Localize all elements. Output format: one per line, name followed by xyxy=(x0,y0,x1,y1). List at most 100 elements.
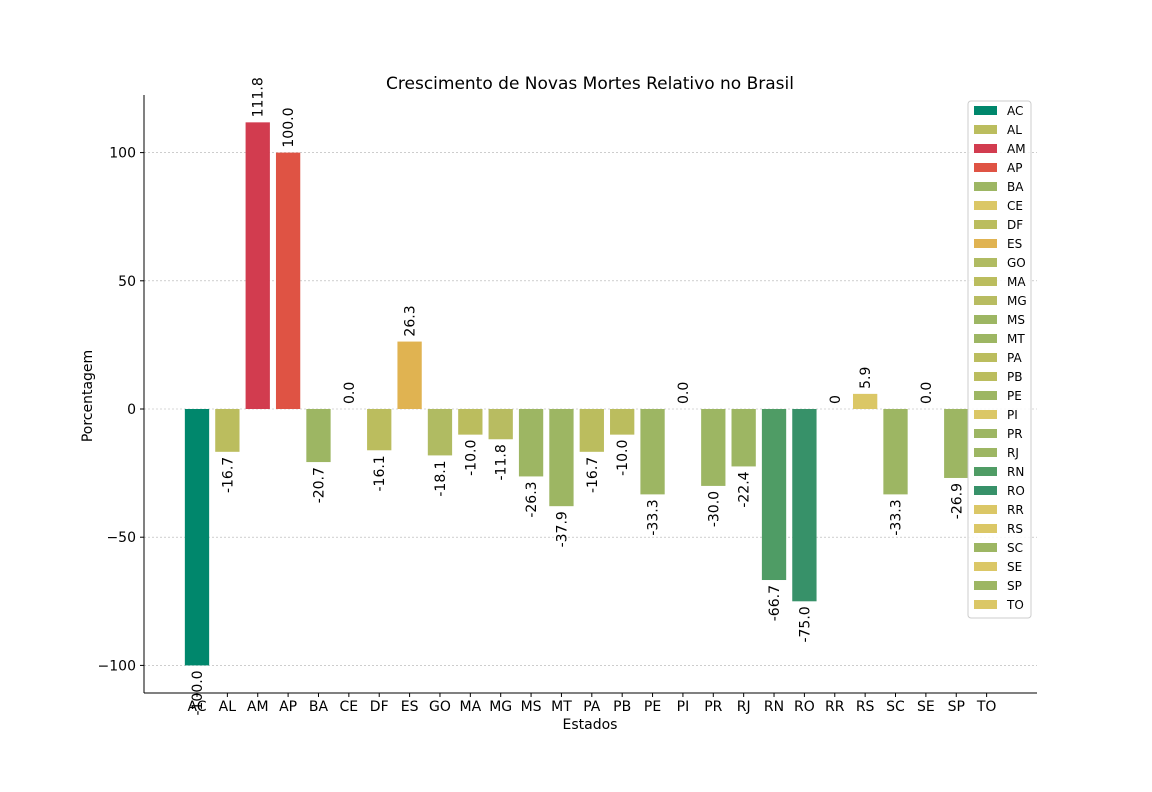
x-tick-label-df: DF xyxy=(370,699,389,715)
legend-swatch-ap xyxy=(974,163,997,172)
legend-swatch-es xyxy=(974,239,997,248)
x-tick-label-pa: PA xyxy=(583,699,601,715)
bar-pe xyxy=(640,409,665,495)
legend-swatch-am xyxy=(974,144,997,153)
chart-title: Crescimento de Novas Mortes Relativo no … xyxy=(386,74,794,94)
legend-label-am: AM xyxy=(1007,142,1026,156)
legend-label-sc: SC xyxy=(1007,541,1023,555)
legend-label-ma: MA xyxy=(1007,275,1026,289)
x-tick-label-to: TO xyxy=(976,699,997,715)
legend-swatch-sc xyxy=(974,543,997,552)
bar-ma xyxy=(458,409,483,435)
x-tick-label-ma: MA xyxy=(460,699,482,715)
data-label-se: 0.0 xyxy=(919,382,935,404)
legend-swatch-rr xyxy=(974,505,997,514)
bar-es xyxy=(397,341,422,409)
legend-swatch-sp xyxy=(974,581,997,590)
x-tick-label-go: GO xyxy=(429,699,451,715)
data-label-mg: -11.8 xyxy=(494,444,510,480)
legend-swatch-df xyxy=(974,220,997,229)
bar-rn xyxy=(761,409,787,581)
bar-sp xyxy=(944,409,969,478)
x-tick-label-rs: RS xyxy=(856,699,875,715)
legend-label-pr: PR xyxy=(1007,427,1023,441)
legend-label-al: AL xyxy=(1007,123,1022,137)
bar-df xyxy=(367,409,392,451)
legend-label-df: DF xyxy=(1007,218,1023,232)
data-label-pr: -30.0 xyxy=(706,491,722,527)
x-tick-label-pe: PE xyxy=(644,699,661,715)
data-label-ce: 0.0 xyxy=(342,382,358,404)
legend-swatch-pe xyxy=(974,391,997,400)
x-tick-label-pr: PR xyxy=(704,699,722,715)
bar-rj xyxy=(731,409,756,467)
data-label-rj: -22.4 xyxy=(737,471,753,507)
legend-label-rj: RJ xyxy=(1007,446,1019,460)
x-tick-label-rr: RR xyxy=(825,699,845,715)
legend-label-ce: CE xyxy=(1007,199,1023,213)
bar-ro xyxy=(792,409,817,602)
data-label-rn: -66.7 xyxy=(767,585,783,621)
legend-swatch-to xyxy=(974,600,997,609)
bar-ba xyxy=(306,409,331,463)
data-label-al: -16.7 xyxy=(220,457,236,493)
data-label-rr: 0 xyxy=(828,395,844,404)
legend-label-pe: PE xyxy=(1007,389,1022,403)
legend-label-ap: AP xyxy=(1007,161,1022,175)
bar-ap xyxy=(275,152,301,409)
y-tick-label: 100 xyxy=(109,146,136,162)
legend-label-ba: BA xyxy=(1007,180,1024,194)
bar-pb xyxy=(610,409,635,435)
y-ticks: 100 50 0 −50 −100 xyxy=(98,146,144,674)
y-tick-label: 0 xyxy=(127,402,136,418)
legend-swatch-mt xyxy=(974,334,997,343)
legend-label-rs: RS xyxy=(1007,522,1023,536)
x-tick-label-rn: RN xyxy=(764,699,784,715)
bar-go xyxy=(427,409,453,456)
bar-al xyxy=(215,409,240,452)
data-label-ma: -10.0 xyxy=(463,440,479,476)
data-label-sc: -33.3 xyxy=(889,499,905,535)
legend-label-pa: PA xyxy=(1007,351,1022,365)
data-label-rs: 5.9 xyxy=(858,367,874,389)
x-tick-label-mg: MG xyxy=(489,699,512,715)
bar-mt xyxy=(549,409,574,507)
x-tick-label-al: AL xyxy=(219,699,237,715)
legend-label-mg: MG xyxy=(1007,294,1027,308)
data-label-df: -16.1 xyxy=(372,455,388,491)
x-tick-label-ro: RO xyxy=(794,699,815,715)
bar-pr xyxy=(701,409,726,486)
legend-swatch-rs xyxy=(974,524,997,533)
legend-label-ms: MS xyxy=(1007,313,1025,327)
y-tick-label: −100 xyxy=(98,658,136,674)
x-tick-label-ac: AC xyxy=(187,699,206,715)
x-tick-label-pi: PI xyxy=(677,699,690,715)
y-axis-label: Porcentagem xyxy=(80,350,96,442)
legend-swatch-ma xyxy=(974,277,997,286)
legend-label-se: SE xyxy=(1007,560,1022,574)
legend-swatch-mg xyxy=(974,296,997,305)
x-tick-label-mt: MT xyxy=(551,699,572,715)
bars xyxy=(184,122,969,666)
x-tick-label-ce: CE xyxy=(340,699,359,715)
data-label-ro: -75.0 xyxy=(797,606,813,642)
legend-swatch-al xyxy=(974,125,997,134)
legend-swatch-rn xyxy=(974,467,997,476)
x-tick-label-se: SE xyxy=(917,699,935,715)
data-label-mt: -37.9 xyxy=(554,511,570,547)
legend-label-pb: PB xyxy=(1007,370,1022,384)
legend-swatch-ro xyxy=(974,486,997,495)
bar-am xyxy=(245,122,270,410)
x-tick-label-pb: PB xyxy=(613,699,631,715)
bar-ac xyxy=(184,409,210,666)
x-tick-label-ms: MS xyxy=(521,699,542,715)
data-label-sp: -26.9 xyxy=(949,483,965,519)
legend-swatch-ac xyxy=(974,106,997,115)
bar-rs xyxy=(852,393,878,409)
data-label-ba: -20.7 xyxy=(311,467,327,503)
legend-label-rr: RR xyxy=(1007,503,1024,517)
x-axis-label: Estados xyxy=(563,717,618,733)
legend-label-sp: SP xyxy=(1007,579,1022,593)
data-labels: -100.0-16.7111.8100.0-20.70.0-16.126.3-1… xyxy=(190,77,965,715)
